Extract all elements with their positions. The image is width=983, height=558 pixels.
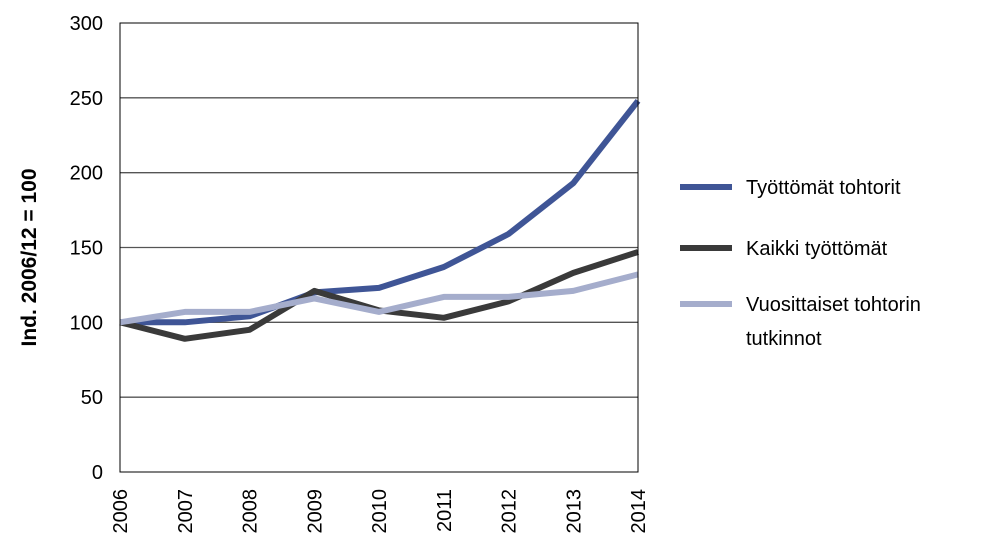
- y-tick-label: 250: [70, 88, 103, 110]
- x-tick-label: 2012: [499, 489, 521, 534]
- x-tick-label: 2014: [628, 489, 650, 534]
- x-tick-label: 2008: [240, 489, 262, 534]
- y-tick-label: 0: [92, 462, 103, 484]
- y-tick-label: 150: [70, 238, 103, 260]
- y-tick-label: 50: [81, 387, 103, 409]
- series-line: [119, 271, 639, 326]
- legend: Työttömät tohtorit Kaikki työttömät Vuosit…: [680, 177, 921, 350]
- series-line: [119, 249, 639, 342]
- x-tick-labels: 2006 2007 2008 2009 2010 2011 2012 2013 2014: [110, 489, 650, 534]
- legend-label: Kaikki työttömät: [746, 238, 888, 260]
- x-tick-label: 2009: [304, 489, 326, 534]
- y-tick-label: 100: [70, 312, 103, 334]
- x-tick-label: 2010: [369, 489, 391, 534]
- x-tick-label: 2011: [434, 489, 456, 532]
- x-tick-label: 2013: [563, 489, 585, 534]
- y-tick-label: 300: [70, 13, 103, 35]
- y-axis-title: Ind. 2006/12 = 100: [18, 168, 41, 346]
- series-lines: [119, 98, 641, 342]
- plot-frame: [119, 22, 639, 473]
- y-tick-label: 200: [70, 163, 103, 185]
- legend-label: Työttömät tohtorit: [746, 177, 901, 199]
- grid-lines: [120, 97, 638, 398]
- series-line: [120, 98, 641, 326]
- x-tick-label: 2007: [175, 489, 197, 534]
- y-tick-labels: 0 50 100 150 200 250 300: [70, 13, 103, 484]
- legend-label: Vuosittaiset tohtorin tutkinnot: [746, 294, 921, 350]
- x-tick-label: 2006: [110, 489, 132, 534]
